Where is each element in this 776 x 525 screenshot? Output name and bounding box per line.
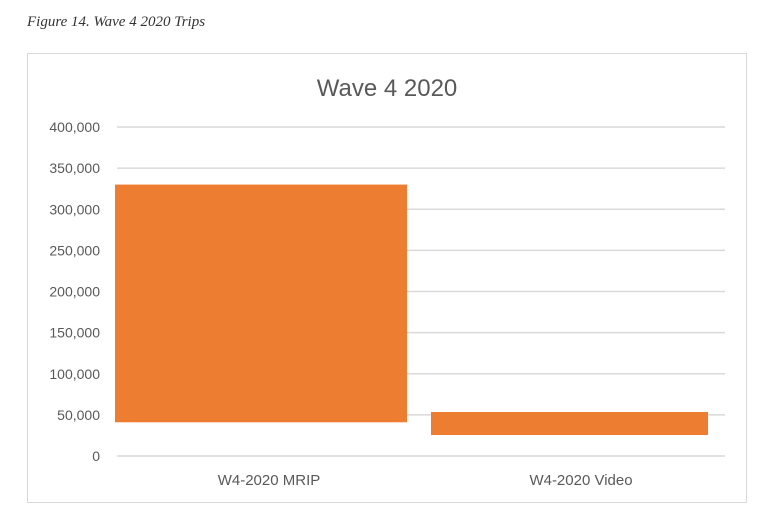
chart-title: Wave 4 2020 xyxy=(317,75,458,102)
y-tick-label: 100,000 xyxy=(49,366,100,382)
y-tick-label: 150,000 xyxy=(49,325,100,341)
bar-1 xyxy=(431,411,708,436)
y-tick-label: 350,000 xyxy=(49,160,100,176)
y-tick-label: 400,000 xyxy=(49,119,100,135)
x-category-label: W4-2020 Video xyxy=(529,472,632,489)
y-tick-label: 0 xyxy=(92,448,100,464)
y-tick-label: 50,000 xyxy=(57,407,100,423)
x-category-label: W4-2020 MRIP xyxy=(218,472,321,489)
figure-caption: Figure 14. Wave 4 2020 Trips xyxy=(27,14,206,30)
bar-0 xyxy=(115,184,407,423)
y-tick-label: 200,000 xyxy=(49,284,100,300)
y-tick-label: 300,000 xyxy=(49,201,100,217)
y-tick-label: 250,000 xyxy=(49,242,100,258)
chart-frame xyxy=(27,53,747,503)
